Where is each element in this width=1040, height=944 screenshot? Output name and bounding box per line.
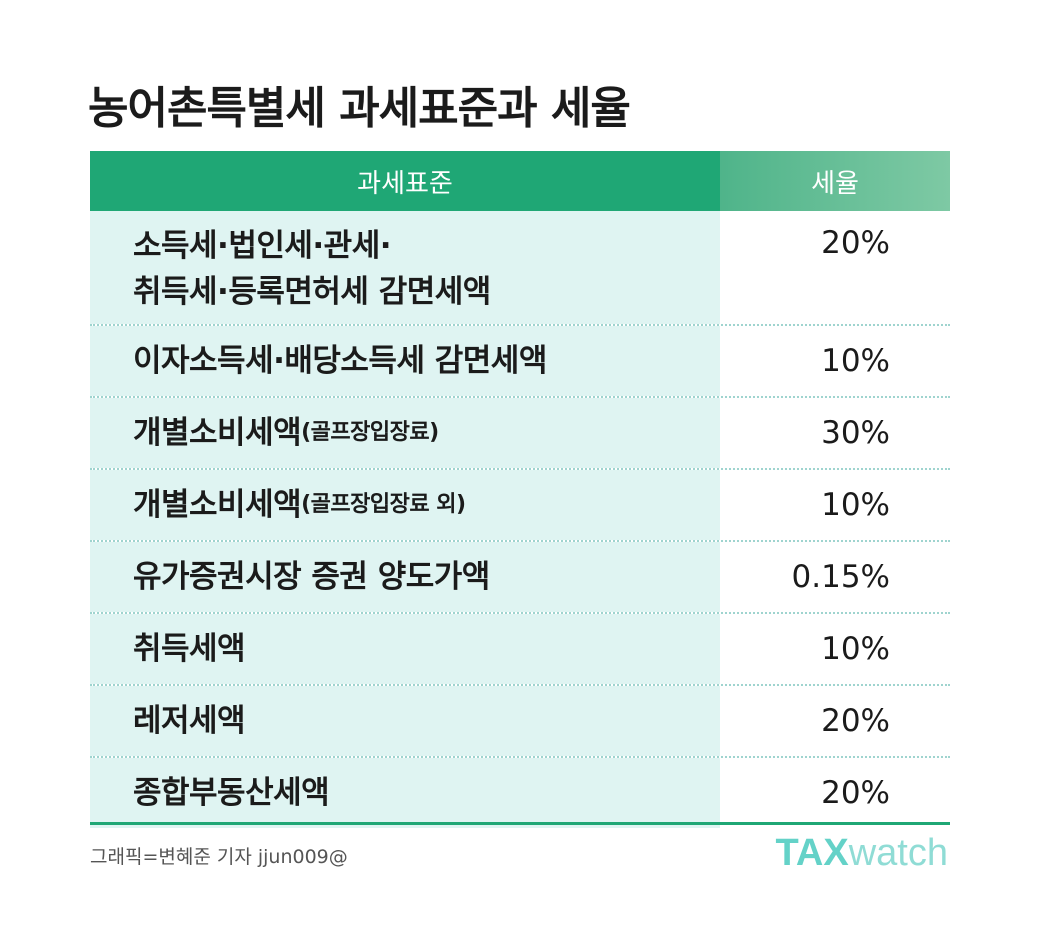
header-rate: 세율 [720,151,950,211]
table-bottom-rule [90,822,950,825]
row-rate: 20% [821,775,890,811]
logo-tax: TAX [775,832,849,874]
row-base-main: 개별소비세액 [133,487,302,523]
taxwatch-logo: TAXwatch [776,832,948,875]
row-base: 취득세액 [90,614,720,684]
logo-watch: watch [848,832,948,874]
row-rate: 30% [821,415,890,451]
row-base: 종합부동산세액 [90,758,720,828]
table-row: 취득세액 10% [90,612,950,684]
page-title: 농어촌특별세 과세표준과 세율 [88,83,631,134]
row-base-line: 취득세·등록면허세 감면세액 [133,274,491,310]
row-base-note: (골프장입장료) [301,420,439,445]
row-rate: 10% [821,343,890,379]
table-row: 개별소비세액 (골프장입장료 외) 10% [90,468,950,540]
row-base: 레저세액 [90,686,720,756]
table-row: 종합부동산세액 20% [90,756,950,828]
row-base-line: 소득세·법인세·관세· [133,228,392,264]
table-row: 유가증권시장 증권 양도가액 0.15% [90,540,950,612]
row-base: 개별소비세액 (골프장입장료) [90,398,720,468]
row-base: 개별소비세액 (골프장입장료 외) [90,470,720,540]
table-row: 이자소득세·배당소득세 감면세액 10% [90,324,950,396]
table-header: 과세표준 세율 [90,151,950,211]
row-base-main: 개별소비세액 [133,415,302,451]
row-rate: 10% [821,487,890,523]
row-rate: 0.15% [791,559,890,595]
graphic-credit: 그래픽=변혜준 기자 jjun009@ [90,846,348,868]
table-row: 개별소비세액 (골프장입장료) 30% [90,396,950,468]
row-base: 소득세·법인세·관세· 취득세·등록면허세 감면세액 [90,211,720,324]
row-base-note: (골프장입장료 외) [301,492,466,517]
tax-rate-table: 과세표준 세율 소득세·법인세·관세· 취득세·등록면허세 감면세액 20% 이… [90,151,950,828]
row-base: 이자소득세·배당소득세 감면세액 [90,326,720,396]
row-rate: 20% [821,225,890,261]
row-rate: 20% [821,703,890,739]
table-row: 소득세·법인세·관세· 취득세·등록면허세 감면세액 20% [90,211,950,324]
row-rate: 10% [821,631,890,667]
header-base: 과세표준 [90,151,720,211]
table-row: 레저세액 20% [90,684,950,756]
row-base: 유가증권시장 증권 양도가액 [90,542,720,612]
